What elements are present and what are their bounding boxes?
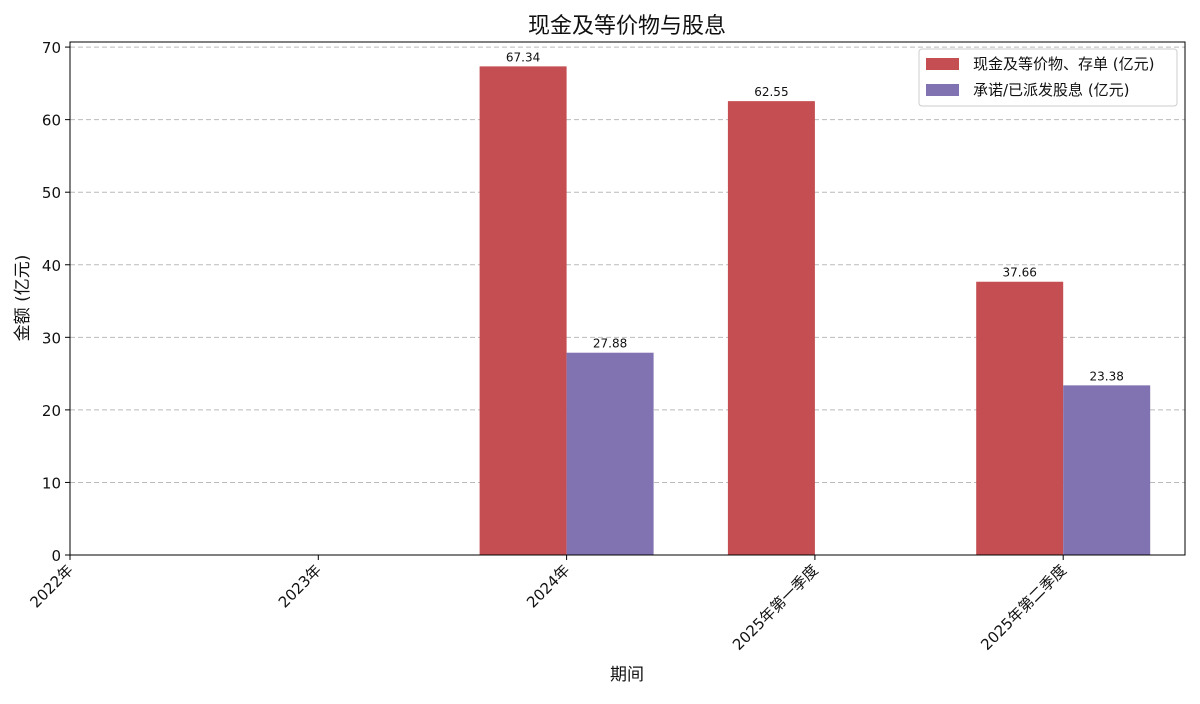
x-tick-label: 2022年 [26, 561, 76, 611]
chart-title: 现金及等价物与股息 [528, 14, 726, 39]
legend-label-cash: 现金及等价物、存单 (亿元) [973, 55, 1154, 73]
bar-cash [479, 66, 567, 556]
bar-dividend [566, 352, 654, 555]
data-label: 37.66 [1003, 266, 1037, 280]
y-tick-label: 0 [51, 547, 61, 565]
y-axis-label: 金额 (亿元) [13, 255, 33, 342]
bar-cash [976, 281, 1064, 555]
data-label: 67.34 [506, 50, 540, 64]
legend-swatch-dividend [926, 84, 959, 96]
y-tick-label: 60 [42, 112, 61, 130]
y-tick-label: 50 [42, 184, 61, 202]
y-tick-label: 30 [42, 329, 61, 347]
y-tick-label: 40 [42, 257, 61, 275]
x-axis-label: 期间 [610, 665, 644, 685]
bar-dividend [1063, 385, 1151, 555]
y-tick-label: 10 [42, 474, 61, 492]
bar-cash [727, 101, 815, 556]
bars: 67.34 27.88 62.55 37.66 23.38 [479, 50, 1151, 556]
data-label: 62.55 [754, 85, 788, 99]
legend-label-dividend: 承诺/已派发股息 (亿元) [973, 81, 1130, 99]
x-tick-label: 2025年第二季度 [977, 561, 1070, 654]
x-tick-label: 2023年 [275, 561, 325, 611]
legend: 现金及等价物、存单 (亿元) 承诺/已派发股息 (亿元) [918, 48, 1178, 107]
y-tick-label: 70 [42, 39, 61, 57]
legend-box [918, 48, 1178, 107]
data-label: 27.88 [593, 337, 627, 351]
plot-frame [69, 41, 1186, 556]
y-tick-label: 20 [42, 402, 61, 420]
x-tick-label: 2025年第一季度 [729, 561, 822, 654]
data-label: 23.38 [1090, 369, 1124, 383]
x-tick-label: 2024年 [523, 561, 573, 611]
legend-swatch-cash [926, 58, 959, 70]
